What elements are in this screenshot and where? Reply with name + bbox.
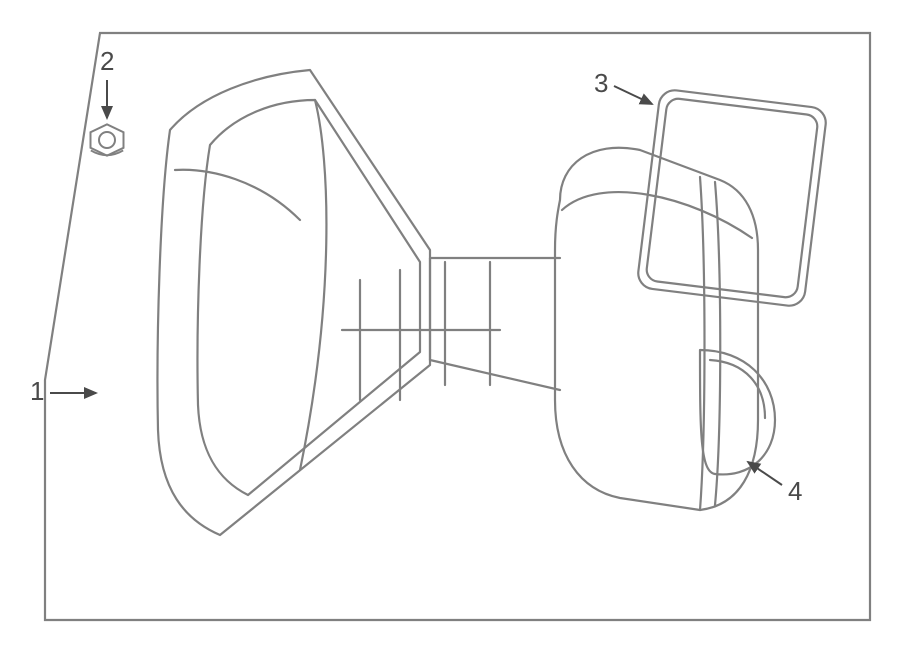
callout-number-2: 2 (100, 46, 114, 76)
mirror-assembly-diagram: 1 2 3 4 (0, 0, 900, 661)
callout-number-4: 4 (788, 476, 802, 506)
towing-mirror-drawing (158, 70, 828, 535)
callout-arrow-4 (748, 462, 782, 485)
callout-number-3: 3 (594, 68, 608, 98)
callout-number-1: 1 (30, 376, 44, 406)
mirror-mounting-nut (91, 124, 124, 155)
callout-labels: 1 2 3 4 (30, 46, 802, 506)
assembly-frame (45, 33, 870, 620)
callout-arrow-3 (614, 86, 652, 104)
